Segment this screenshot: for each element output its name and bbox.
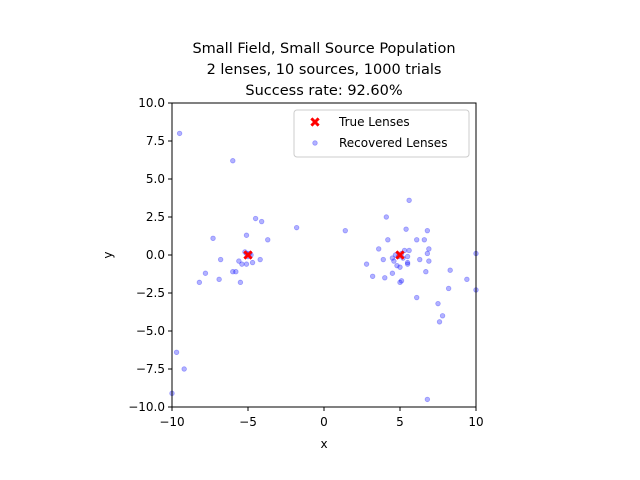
recovered-lens-point xyxy=(397,279,403,286)
y-tick-label: 0.0 xyxy=(146,248,165,262)
plot-area xyxy=(169,130,479,403)
recovered-lens-point xyxy=(404,253,411,260)
recovered-lens-point xyxy=(239,261,245,267)
recovered-lens-point xyxy=(243,261,250,267)
recovered-lens-point xyxy=(217,256,224,263)
recovered-lens-point xyxy=(173,349,180,355)
recovered-lens-point xyxy=(389,255,396,261)
recovered-lens-point xyxy=(230,269,236,275)
x-tick-label: −5 xyxy=(239,415,257,429)
recovered-lens-point xyxy=(342,227,348,234)
recovered-lens-point xyxy=(394,262,400,269)
recovered-lens-point xyxy=(176,130,183,137)
recovered-lens-point xyxy=(389,270,396,276)
recovered-lens-point xyxy=(417,256,423,263)
recovered-lens-point xyxy=(397,264,403,270)
x-tick-label: 5 xyxy=(396,415,404,429)
recovered-lens-point xyxy=(414,294,420,301)
recovered-lens-point xyxy=(257,256,263,263)
recovered-lens-point xyxy=(293,224,300,231)
legend-true-lenses-marker xyxy=(310,117,320,127)
legend-recovered-lenses-label: Recovered Lenses xyxy=(339,136,447,150)
recovered-lens-point xyxy=(376,246,382,252)
y-tick-label: 5.0 xyxy=(146,172,165,186)
recovered-lens-point xyxy=(210,235,216,241)
recovered-lens-point xyxy=(424,396,431,403)
chart-title: Small Field, Small Source Population 2 l… xyxy=(192,41,455,99)
y-axis-label: y xyxy=(101,251,115,258)
recovered-lens-point xyxy=(385,237,391,243)
x-tick-label: 10 xyxy=(468,415,483,429)
recovered-lens-point xyxy=(406,247,412,254)
recovered-lens-point xyxy=(445,285,452,292)
y-tick-label: −5.0 xyxy=(136,324,165,338)
chart-title-line-3: Success rate: 92.60% xyxy=(245,83,402,99)
recovered-lens-point xyxy=(423,269,429,275)
chart-title-line-2: 2 lenses, 10 sources, 1000 trials xyxy=(207,62,442,78)
recovered-lens-point xyxy=(391,258,397,264)
recovered-lens-point xyxy=(404,261,411,267)
recovered-lens-point xyxy=(181,366,187,372)
y-tick-label: −2.5 xyxy=(136,286,165,300)
y-tick-label: 2.5 xyxy=(146,210,165,224)
recovered-lens-point xyxy=(421,237,428,243)
y-tick-label: −7.5 xyxy=(136,362,165,376)
recovered-lens-point xyxy=(406,197,412,203)
legend-recovered-lenses-marker xyxy=(312,140,318,146)
legend-true-lenses-label: True Lenses xyxy=(338,115,410,129)
true-lens-point xyxy=(395,250,405,260)
recovered-lens-point xyxy=(439,313,446,319)
y-tick-label: 10.0 xyxy=(138,96,165,110)
x-tick-label: −10 xyxy=(159,415,184,429)
recovered-lens-point xyxy=(435,300,441,307)
recovered-lens-point xyxy=(426,258,432,264)
chart-title-line-1: Small Field, Small Source Population xyxy=(192,41,455,57)
axes: −10 −5 0 5 10 −10.0 −7.5 −5.0 −2.5 0.0 2.5 5.0 7.5 10… xyxy=(128,96,483,429)
recovered-lens-point xyxy=(383,214,390,220)
true-lens-point xyxy=(243,250,253,260)
recovered-lens-point xyxy=(252,215,259,222)
recovered-lens-point xyxy=(369,273,376,279)
recovered-lens-point xyxy=(265,237,271,243)
recovered-lens-point xyxy=(403,226,409,232)
legend: True Lenses Recovered Lenses xyxy=(293,109,470,158)
legend-x-marker xyxy=(310,117,320,127)
recovered-lens-point xyxy=(424,227,431,234)
recovered-lens-point xyxy=(382,275,388,281)
recovered-lens-point xyxy=(233,269,239,275)
legend-dot-marker xyxy=(312,140,318,146)
recovered-lens-point xyxy=(464,276,470,283)
recovered-lens-point xyxy=(230,158,236,164)
recovered-lens-point xyxy=(404,259,411,266)
y-tick-label: −10.0 xyxy=(128,400,165,414)
recovered-lens-point xyxy=(436,319,443,325)
recovered-lens-point xyxy=(380,256,386,263)
recovered-lens-point xyxy=(202,270,209,276)
recovered-lens-point xyxy=(363,261,370,267)
y-tick-label: 7.5 xyxy=(146,134,165,148)
x-axis-label: x xyxy=(320,437,327,451)
recovered-lens-point xyxy=(424,250,431,257)
recovered-lens-point xyxy=(243,232,250,238)
recovered-lens-point xyxy=(392,252,399,258)
recovered-lens-point xyxy=(258,218,265,225)
recovered-lens-point xyxy=(237,279,244,286)
recovered-lens-point xyxy=(216,276,222,283)
x-tick-label: 0 xyxy=(320,415,328,429)
recovered-lens-point xyxy=(426,246,432,252)
recovered-lens-point xyxy=(249,259,256,266)
recovered-lens-point xyxy=(414,237,420,243)
recovered-lens-point xyxy=(398,278,405,284)
recovered-lens-point xyxy=(196,279,203,286)
recovered-lens-point xyxy=(236,258,242,264)
recovered-lens-point xyxy=(447,267,453,273)
legend-frame xyxy=(293,109,470,158)
